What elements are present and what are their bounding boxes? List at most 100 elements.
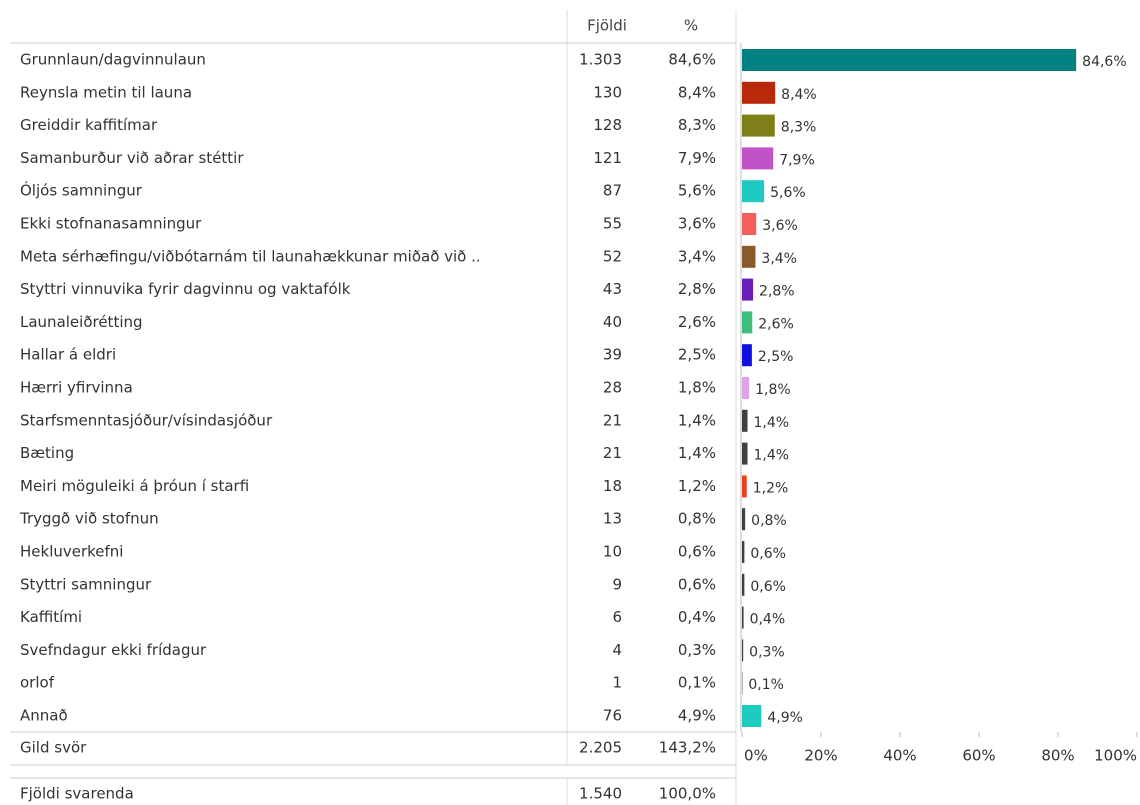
count-cell: 21 [603,411,622,429]
percent-cell: 2,6% [678,313,716,331]
count-cell: 18 [603,477,622,495]
count-cell: 28 [603,379,622,397]
row-label: orlof [20,674,55,692]
count-cell: 10 [603,543,622,561]
percent-cell: 8,3% [678,116,716,134]
percent-cell: 0,4% [678,608,716,626]
bar [742,508,746,531]
x-tick-label: 20% [804,747,837,765]
percent-cell: 0,8% [678,510,716,528]
percent-cell: 1,4% [678,411,716,429]
percent-cell: 2,5% [678,346,716,364]
bar-label: 0,3% [749,644,785,660]
bar [742,114,775,137]
row-label: Gild svör [20,739,87,757]
row-label: Grunnlaun/dagvinnulaun [20,51,206,69]
bar-label: 0,6% [750,579,786,595]
count-cell: 76 [603,707,622,725]
bar-label: 2,5% [758,349,794,365]
x-tick-label: 60% [962,747,995,765]
row-label: Ekki stofnanasamningur [20,215,202,233]
bar-label: 0,8% [751,513,787,529]
row-label: Kaffitími [20,608,82,626]
percent-cell: 4,9% [678,707,716,725]
row-label: Reynsla metin til launa [20,83,192,101]
row-label: Launaleiðrétting [20,313,143,331]
bar-label: 2,8% [759,284,795,300]
count-cell: 9 [612,575,622,593]
bar [742,475,747,498]
bar [742,409,748,432]
bar [742,49,1077,71]
bar [742,311,753,334]
bar [742,81,776,104]
bar [742,344,752,367]
percent-cell: 1,4% [678,444,716,462]
bar-label: 0,4% [750,612,786,628]
bar [742,147,774,170]
row-label: Hallar á eldri [20,346,116,364]
percent-cell: 0,6% [678,543,716,561]
percent-cell: 8,4% [678,83,716,101]
percent-cell: 84,6% [668,51,716,69]
percent-cell: 3,4% [678,247,716,265]
count-cell: 1 [612,674,622,692]
x-tick-label: 100% [1094,747,1137,765]
bar-label: 8,3% [781,120,817,136]
row-label: Fjöldi svarenda [20,785,134,803]
percent-cell: 1,2% [678,477,716,495]
count-cell: 21 [603,444,622,462]
percent-cell: 1,8% [678,379,716,397]
bar [742,278,754,301]
count-cell: 1.540 [579,785,622,803]
percent-cell: 3,6% [678,215,716,233]
count-cell: 6 [612,608,622,626]
count-cell: 130 [593,83,622,101]
column-header: % [684,17,698,35]
percent-cell: 0,6% [678,575,716,593]
bar-label: 5,6% [770,185,806,201]
row-label: Svefndagur ekki frídagur [20,641,207,659]
count-cell: 121 [593,149,622,167]
x-tick-label: 40% [883,747,916,765]
percent-cell: 5,6% [678,182,716,200]
row-label: Greiddir kaffitímar [20,116,158,134]
bar-label: 1,2% [753,480,789,496]
percent-cell: 0,1% [678,674,716,692]
bar-label: 1,8% [755,382,791,398]
percent-cell: 2,8% [678,280,716,298]
count-cell: 1.303 [579,51,622,69]
bar [742,377,750,399]
row-label: Samanburður við aðrar stéttir [20,149,244,167]
row-label: Meiri möguleiki á þróun í starfi [20,477,249,495]
row-label: Tryggð við stofnun [19,510,159,528]
bar [742,573,745,596]
bar-label: 3,6% [762,218,798,234]
bar [742,180,765,203]
count-cell: 43 [603,280,622,298]
count-cell: 4 [612,641,622,659]
row-label: Annað [20,707,68,725]
row-label: Starfsmenntasjóður/vísindasjóður [20,411,273,429]
bar-label: 8,4% [781,87,817,103]
row-label: Meta sérhæfingu/viðbótarnám til launahæk… [20,247,481,265]
count-cell: 13 [603,510,622,528]
bar-label: 0,1% [748,677,784,693]
count-cell: 128 [593,116,622,134]
count-cell: 2.205 [579,739,622,757]
row-label: Óljós samningur [20,181,143,200]
row-label: Styttri samningur [20,575,152,593]
percent-cell: 0,3% [678,641,716,659]
count-cell: 87 [603,182,622,200]
bar [742,541,745,563]
x-tick-label: 80% [1041,747,1074,765]
bar [742,442,748,465]
bar-label: 4,9% [767,710,803,726]
bar [742,245,756,268]
row-label: Styttri vinnuvika fyrir dagvinnu og vakt… [20,280,351,298]
bar [742,705,762,727]
bar [742,639,744,662]
bar-label: 7,9% [779,152,815,168]
bar-label: 2,6% [758,316,794,332]
